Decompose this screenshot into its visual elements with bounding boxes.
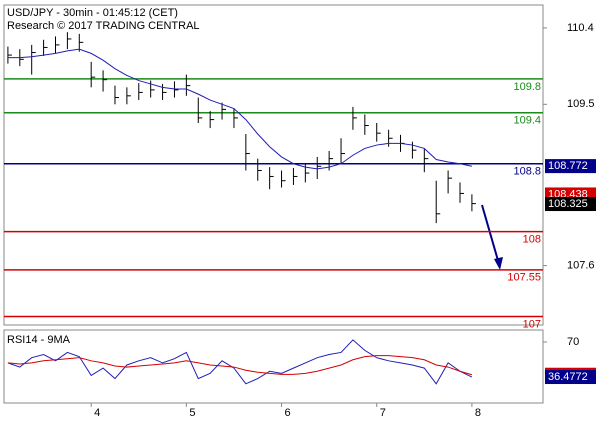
chart-subtitle: Research © 2017 TRADING CENTRAL [7, 20, 200, 32]
arrow-head [494, 257, 503, 270]
moving-average [7, 48, 473, 170]
level-label: 109.8 [513, 81, 541, 93]
y-tick-label: 110.4 [567, 22, 594, 34]
price-marker-label: 36.4772 [548, 371, 588, 383]
level-label: 107 [523, 318, 541, 330]
x-tick-label: 6 [285, 407, 291, 419]
level-label: 107.55 [507, 272, 541, 284]
x-tick-label: 8 [475, 407, 481, 419]
y-tick-label: 107.6 [567, 259, 595, 271]
y-tick-label: 70 [567, 336, 579, 348]
price-marker-box [545, 370, 596, 385]
x-tick-label: 4 [94, 407, 100, 419]
rsi-frame [3, 329, 544, 404]
level-label: 108 [523, 234, 541, 246]
x-tick-label: 5 [189, 407, 195, 419]
forecast-arrow [481, 204, 500, 265]
x-tick-label: 7 [380, 407, 386, 419]
chart-title: USD/JPY - 30min - 01:45:12 (CET) [7, 7, 178, 19]
price-marker-box [545, 159, 596, 174]
price-marker-box [545, 197, 596, 212]
price-marker-label: 108.325 [548, 198, 588, 210]
level-label: 108.8 [513, 166, 541, 178]
level-label: 109.4 [513, 115, 541, 127]
y-tick-label: 109.5 [567, 98, 595, 110]
price-marker-label: 108.772 [548, 160, 588, 172]
rsi-title: RSI14 - 9MA [7, 334, 71, 346]
rsi-line [7, 339, 473, 385]
price-frame [3, 4, 544, 326]
rsi-line [7, 355, 473, 376]
